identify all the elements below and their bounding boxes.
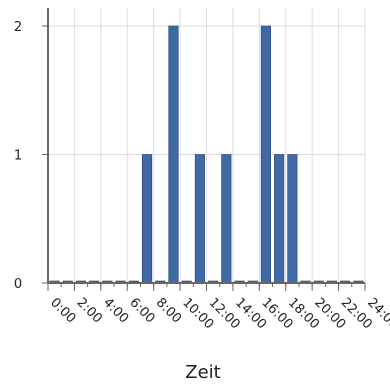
y-tick-label: 2 xyxy=(14,20,22,35)
grid-lines xyxy=(47,8,366,284)
bar xyxy=(287,154,298,284)
y-axis-ticks: 0 1 2 xyxy=(14,20,48,292)
x-tick-label: 2:00 xyxy=(74,295,105,326)
x-axis-ticks: 0:002:004:006:008:0010:0012:0014:0016:00… xyxy=(47,283,390,332)
bar xyxy=(142,154,153,284)
x-tick-label: 4:00 xyxy=(100,295,131,326)
bar xyxy=(194,154,205,284)
x-tick-label: 8:00 xyxy=(153,295,184,326)
y-tick-label: 1 xyxy=(14,149,22,164)
x-tick-label: 0:00 xyxy=(47,295,78,326)
bar xyxy=(260,25,271,284)
y-tick-label: 0 xyxy=(14,277,22,292)
bar xyxy=(274,154,285,284)
x-axis-title: Zeit xyxy=(185,362,220,383)
bar xyxy=(168,25,179,284)
x-tick-label: 6:00 xyxy=(126,295,157,326)
bar xyxy=(221,154,232,284)
